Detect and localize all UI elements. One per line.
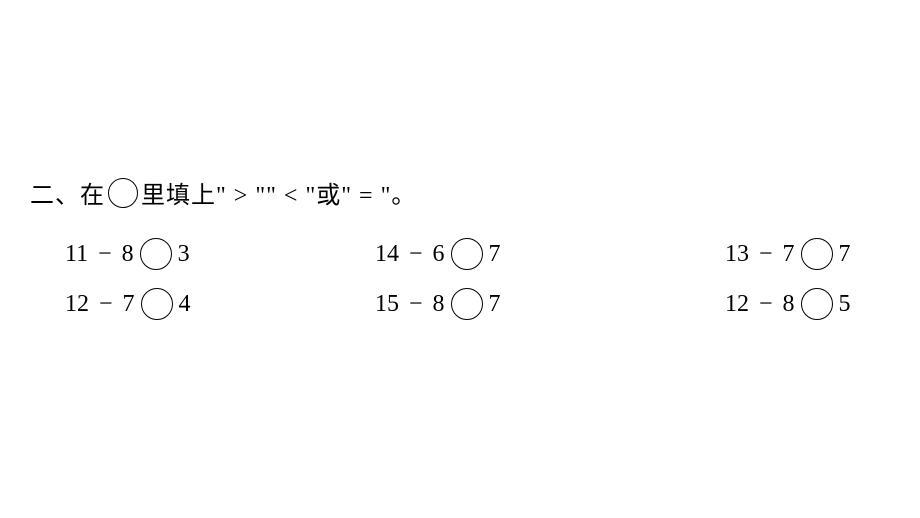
operand-right: 7 xyxy=(123,291,135,317)
problem-row: 12 − 7 4 15 − 8 7 12 − xyxy=(65,288,900,320)
operand-left: 12 xyxy=(725,291,749,317)
problem-expression: 11 − 8 xyxy=(65,241,134,268)
operator: − xyxy=(759,291,773,317)
problem-item: 13 − 7 7 xyxy=(725,238,900,270)
compare-value: 7 xyxy=(489,241,501,268)
operand-right: 7 xyxy=(783,241,795,267)
operand-right: 6 xyxy=(433,241,445,267)
problem-item: 15 − 8 7 xyxy=(375,288,725,320)
problem-item: 12 − 7 4 xyxy=(65,288,375,320)
operator: − xyxy=(98,241,112,267)
operand-left: 13 xyxy=(725,241,749,267)
answer-circle-icon[interactable] xyxy=(801,288,833,320)
problem-expression: 12 − 7 xyxy=(65,291,135,318)
operand-left: 15 xyxy=(375,291,399,317)
instruction-suffix: 里填上" > "" < "或" = "。 xyxy=(141,175,416,210)
operator: − xyxy=(409,291,423,317)
compare-value: 4 xyxy=(179,291,191,318)
problem-item: 11 − 8 3 xyxy=(65,238,375,270)
problem-item: 12 − 8 5 xyxy=(725,288,900,320)
problem-expression: 14 − 6 xyxy=(375,241,445,268)
answer-circle-icon[interactable] xyxy=(451,288,483,320)
problem-expression: 13 − 7 xyxy=(725,241,795,268)
answer-circle-icon[interactable] xyxy=(451,238,483,270)
operator: − xyxy=(99,291,113,317)
operator: − xyxy=(409,241,423,267)
operand-left: 11 xyxy=(65,241,88,267)
instruction-line: 二、在 里填上" > "" < "或" = "。 xyxy=(30,175,900,210)
operand-right: 8 xyxy=(122,241,134,267)
problem-expression: 15 − 8 xyxy=(375,291,445,318)
problem-expression: 12 − 8 xyxy=(725,291,795,318)
operator: − xyxy=(759,241,773,267)
compare-value: 7 xyxy=(489,291,501,318)
compare-value: 7 xyxy=(839,241,851,268)
operand-right: 8 xyxy=(783,291,795,317)
problem-item: 14 − 6 7 xyxy=(375,238,725,270)
compare-value: 3 xyxy=(178,241,190,268)
problem-row: 11 − 8 3 14 − 6 7 13 − xyxy=(65,238,900,270)
instruction-prefix: 二、在 xyxy=(30,175,105,210)
answer-circle-icon[interactable] xyxy=(140,238,172,270)
operand-left: 14 xyxy=(375,241,399,267)
problems-grid: 11 − 8 3 14 − 6 7 13 − xyxy=(30,238,900,320)
compare-value: 5 xyxy=(839,291,851,318)
operand-left: 12 xyxy=(65,291,89,317)
answer-circle-icon[interactable] xyxy=(141,288,173,320)
operand-right: 8 xyxy=(433,291,445,317)
circle-example-icon xyxy=(108,178,138,208)
answer-circle-icon[interactable] xyxy=(801,238,833,270)
worksheet-content: 二、在 里填上" > "" < "或" = "。 11 − 8 3 14 − 6 xyxy=(30,175,900,338)
